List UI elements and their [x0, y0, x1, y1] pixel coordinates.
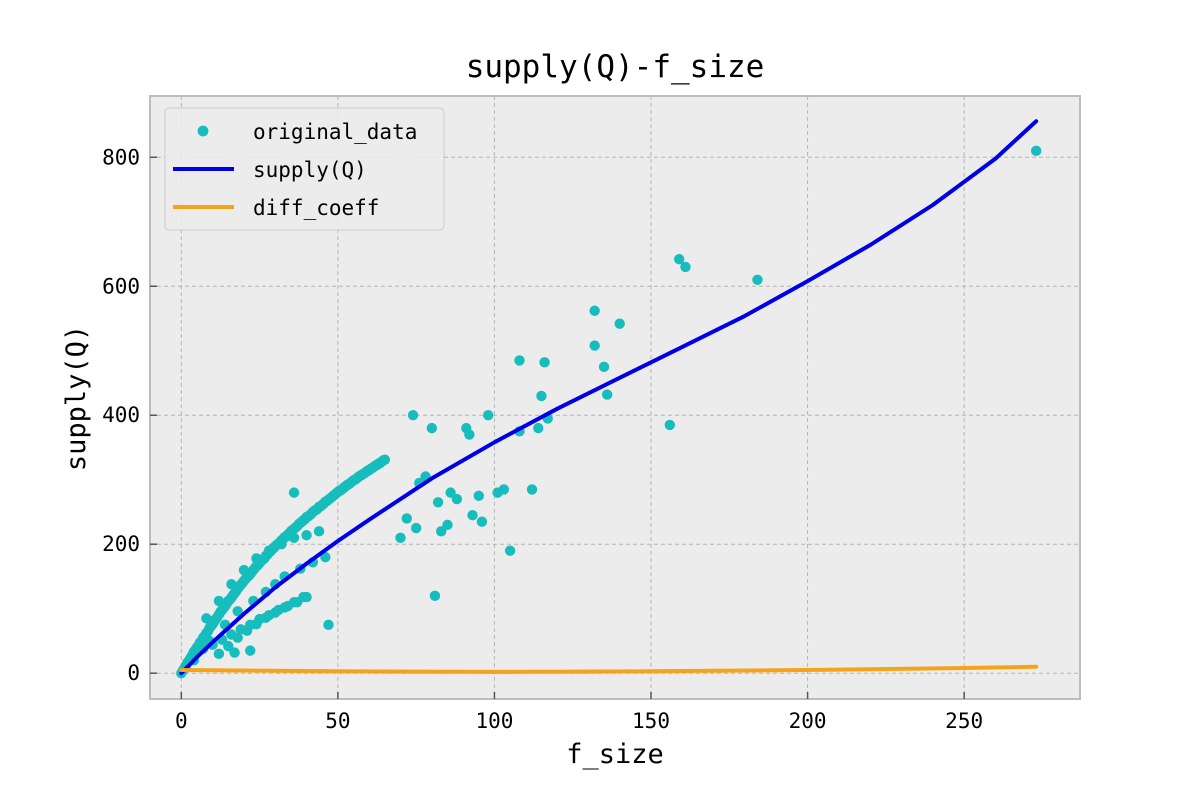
data-point — [476, 516, 488, 527]
y-tick-label: 0 — [127, 661, 140, 685]
data-point — [201, 613, 212, 624]
data-point — [1030, 145, 1042, 157]
data-point — [229, 647, 240, 658]
data-point — [260, 612, 272, 623]
y-tick-label: 400 — [102, 403, 140, 427]
data-point — [432, 497, 444, 508]
y-axis-label: supply(Q) — [61, 325, 92, 471]
data-point — [445, 487, 456, 498]
data-point — [251, 553, 262, 564]
data-point — [288, 487, 300, 498]
data-point — [245, 645, 256, 656]
data-point — [473, 490, 484, 502]
data-point — [270, 607, 281, 618]
chart-title: supply(Q)-f_size — [466, 49, 765, 85]
data-point — [536, 390, 547, 402]
legend-label-diff-coeff: diff_coeff — [253, 196, 379, 220]
data-point — [533, 422, 544, 434]
data-point — [298, 591, 309, 603]
x-axis-label: f_size — [566, 739, 664, 770]
legend: original_data supply(Q) diff_coeff — [164, 107, 445, 231]
legend-frame — [164, 107, 445, 231]
x-tick-label: 250 — [945, 709, 983, 733]
data-point — [426, 422, 438, 434]
data-point — [238, 564, 250, 576]
data-point — [251, 618, 262, 630]
data-point — [482, 410, 494, 421]
data-point — [504, 545, 516, 556]
data-point — [514, 355, 525, 366]
data-point — [213, 648, 225, 660]
data-point — [379, 454, 391, 465]
y-tick-label: 600 — [102, 274, 140, 298]
data-point — [288, 532, 300, 543]
data-point — [407, 410, 419, 421]
data-point — [752, 274, 763, 286]
series-line-diff-coeff — [179, 664, 1039, 674]
data-point — [589, 305, 600, 316]
legend-label-supply-q: supply(Q) — [253, 158, 367, 182]
data-point — [539, 357, 550, 368]
data-point — [601, 389, 613, 400]
data-point — [498, 484, 510, 495]
legend-label-original-data: original_data — [253, 120, 417, 144]
data-point — [464, 429, 475, 440]
data-point — [598, 361, 610, 373]
data-point — [401, 513, 412, 524]
x-tick-label: 200 — [789, 709, 827, 733]
legend-marker-original-data — [197, 125, 209, 137]
data-point — [276, 539, 287, 550]
x-tick-label: 50 — [325, 709, 350, 733]
data-point — [226, 579, 237, 590]
x-tick-label: 150 — [632, 709, 670, 733]
data-point — [589, 340, 600, 351]
data-point — [451, 493, 463, 505]
data-point — [232, 632, 243, 643]
plot-frame — [149, 95, 1081, 700]
y-tick-label: 200 — [102, 532, 140, 556]
axis-layer: 0 50 100 150 200 250 0 200 400 600 800 — [102, 145, 983, 733]
data-point — [223, 640, 234, 652]
data-point — [673, 253, 685, 265]
data-point — [263, 545, 275, 556]
data-point — [664, 419, 675, 431]
data-point — [301, 529, 312, 541]
data-point — [279, 602, 290, 613]
data-point — [442, 519, 453, 531]
data-point — [410, 522, 422, 534]
data-point — [614, 318, 625, 329]
data-point — [526, 484, 538, 495]
data-point — [213, 595, 225, 607]
y-tick-label: 800 — [102, 145, 140, 169]
data-point — [288, 597, 300, 608]
data-point — [436, 526, 447, 537]
data-point — [241, 625, 253, 636]
data-point — [429, 590, 441, 602]
data-point — [395, 532, 406, 543]
data-point — [467, 509, 478, 521]
x-tick-label: 100 — [475, 709, 513, 733]
x-tick-label: 0 — [175, 709, 188, 733]
series-layer — [176, 119, 1042, 679]
data-point — [320, 551, 331, 563]
data-point — [323, 619, 334, 631]
series-line-supply-q — [179, 119, 1039, 676]
data-point — [313, 526, 325, 537]
data-point — [680, 261, 691, 273]
data-point — [232, 606, 243, 617]
